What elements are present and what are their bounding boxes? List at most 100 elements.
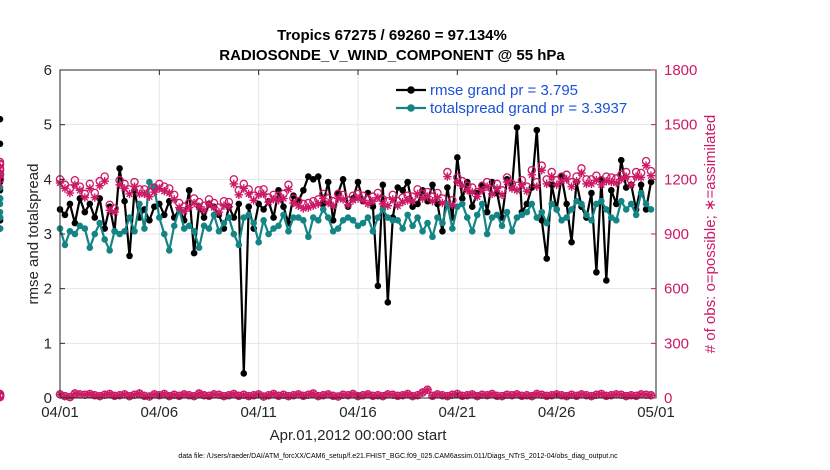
asterisk-stroke bbox=[607, 391, 615, 399]
left-y-tick-label: 2 bbox=[44, 281, 52, 298]
rmse-point bbox=[538, 217, 546, 224]
legend-box bbox=[389, 75, 653, 121]
asterisk-stroke bbox=[106, 390, 114, 398]
obs-assimilated-marker bbox=[314, 199, 323, 209]
asterisk-stroke bbox=[319, 195, 327, 202]
spread-point bbox=[250, 219, 257, 227]
spread-point bbox=[523, 208, 531, 216]
asterisk-stroke bbox=[597, 390, 605, 398]
asterisk-stroke bbox=[647, 391, 655, 399]
obs-assimilated-marker bbox=[194, 389, 204, 398]
asterisk-stroke bbox=[488, 390, 496, 398]
left-y-tick-label: 4 bbox=[44, 171, 52, 188]
rmse-point bbox=[563, 200, 570, 208]
asterisk-stroke bbox=[319, 391, 327, 399]
rmse-point bbox=[608, 186, 615, 194]
spread-point bbox=[503, 208, 511, 216]
obs-assimilated-marker bbox=[453, 177, 462, 187]
obs-assimilated-marker bbox=[383, 201, 392, 210]
obs-assimilated-marker bbox=[65, 188, 75, 198]
spread-point bbox=[106, 247, 113, 254]
obs-assimilated-marker bbox=[368, 197, 378, 206]
spread-point bbox=[622, 206, 630, 213]
spread-point bbox=[0, 225, 4, 232]
spread-point bbox=[156, 214, 163, 221]
obs-assimilated-marker bbox=[458, 181, 467, 190]
asterisk-stroke bbox=[528, 171, 536, 179]
obs-possible-marker bbox=[0, 159, 5, 169]
obs-assimilated-marker bbox=[567, 390, 576, 399]
spread-point bbox=[404, 211, 411, 219]
spread-point bbox=[578, 200, 585, 208]
rmse-point bbox=[101, 225, 108, 232]
obs-assimilated-marker bbox=[85, 184, 94, 193]
asterisk-stroke bbox=[86, 390, 94, 398]
asterisk-stroke bbox=[250, 196, 258, 204]
asterisk-stroke bbox=[384, 202, 392, 210]
obs-assimilated-marker bbox=[269, 195, 278, 204]
obs-assimilated-marker bbox=[95, 181, 104, 190]
asterisk-stroke bbox=[364, 200, 372, 208]
asterisk-stroke bbox=[106, 206, 114, 214]
asterisk-stroke bbox=[289, 391, 297, 399]
spread-point bbox=[588, 217, 595, 224]
spread-point bbox=[538, 208, 546, 216]
obs-assimilated-marker bbox=[170, 195, 179, 204]
spread-point bbox=[71, 230, 79, 238]
obs-assimilated-marker bbox=[567, 182, 576, 191]
asterisk-stroke bbox=[180, 207, 188, 215]
obs-assimilated-marker bbox=[150, 390, 159, 399]
obs-assimilated-marker bbox=[160, 389, 169, 399]
asterisk-stroke bbox=[627, 181, 635, 189]
obs-assimilated-marker bbox=[547, 172, 556, 181]
spread-point bbox=[573, 197, 580, 205]
rmse-point bbox=[483, 208, 491, 216]
rmse-point bbox=[444, 184, 451, 191]
obs-assimilated-marker bbox=[552, 180, 561, 189]
obs-possible-marker bbox=[0, 392, 5, 402]
asterisk-stroke bbox=[538, 391, 546, 399]
rmse-point bbox=[523, 200, 531, 208]
rmse-point bbox=[568, 238, 575, 246]
spread-point bbox=[101, 236, 108, 243]
rmse-point bbox=[0, 140, 4, 148]
asterisk-stroke bbox=[543, 180, 551, 188]
x-tick-label: 05/01 bbox=[637, 404, 675, 421]
asterisk-stroke bbox=[448, 391, 456, 399]
obs-assimilated-marker bbox=[433, 390, 442, 399]
obs-assimilated-marker bbox=[125, 189, 134, 199]
asterisk-stroke bbox=[240, 391, 248, 399]
obs-assimilated-marker bbox=[388, 195, 397, 204]
asterisk-stroke bbox=[190, 199, 198, 207]
rmse-point bbox=[0, 115, 4, 123]
asterisk-stroke bbox=[86, 185, 94, 192]
rmse-point bbox=[305, 173, 312, 180]
asterisk-stroke bbox=[563, 175, 571, 183]
rmse-point bbox=[71, 219, 79, 227]
rmse-point bbox=[612, 200, 620, 208]
asterisk-stroke bbox=[359, 196, 367, 204]
obs-assimilated-marker bbox=[373, 193, 383, 202]
spread-point bbox=[81, 225, 89, 232]
obs-assimilated-marker bbox=[75, 186, 85, 195]
rmse-point bbox=[543, 255, 551, 262]
asterisk-stroke bbox=[240, 185, 248, 192]
spread-point bbox=[369, 227, 377, 235]
asterisk-stroke bbox=[587, 180, 595, 188]
spread-point bbox=[473, 211, 481, 219]
asterisk-stroke bbox=[354, 195, 362, 202]
obs-assimilated-marker bbox=[189, 198, 199, 208]
asterisk-stroke bbox=[324, 390, 332, 398]
spread-point bbox=[0, 200, 4, 208]
asterisk-stroke bbox=[508, 391, 516, 399]
spread-point bbox=[240, 214, 248, 221]
asterisk-stroke bbox=[617, 175, 625, 183]
rmse-point bbox=[81, 208, 89, 216]
asterisk-stroke bbox=[195, 203, 203, 211]
asterisk-stroke bbox=[66, 189, 74, 197]
asterisk-stroke bbox=[389, 195, 397, 203]
asterisk-stroke bbox=[642, 162, 650, 170]
asterisk-stroke bbox=[265, 198, 273, 206]
spread-point bbox=[478, 200, 486, 208]
